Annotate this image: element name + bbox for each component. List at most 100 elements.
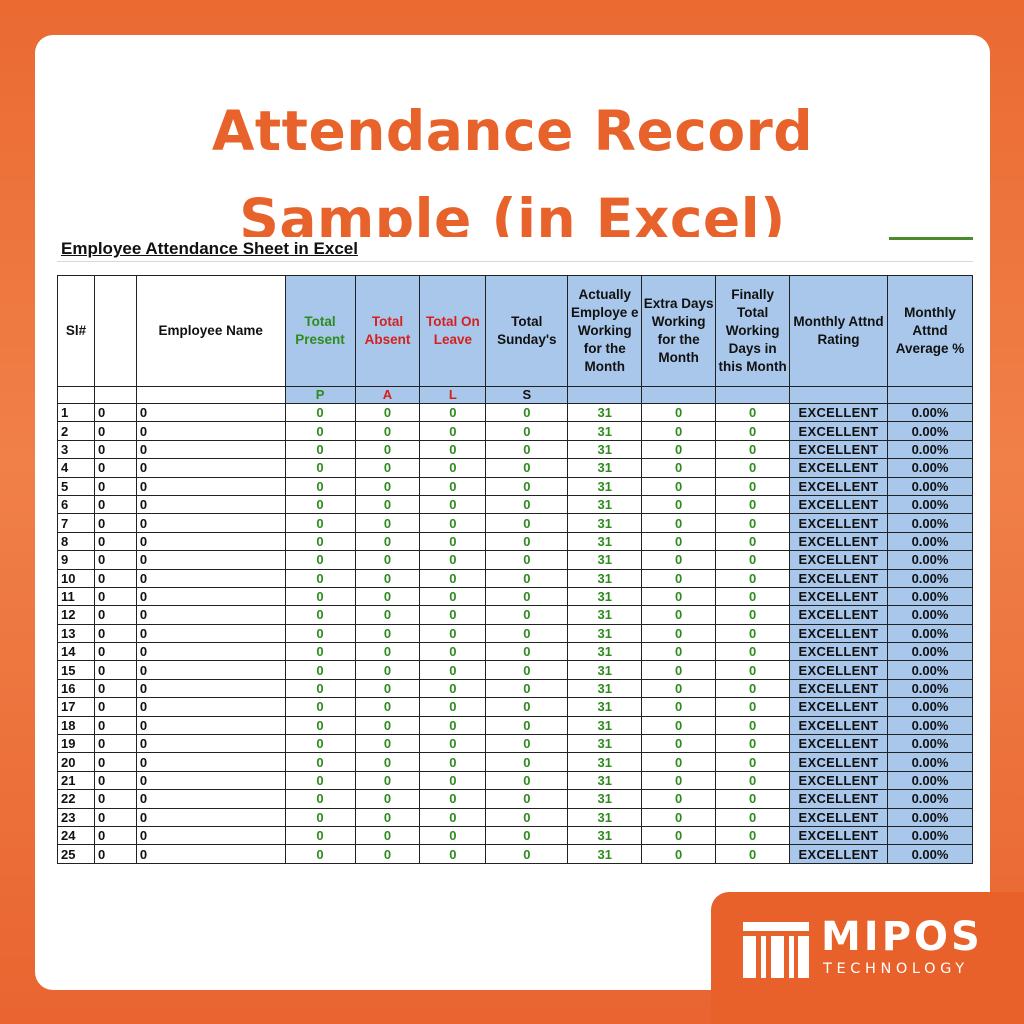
cell-working[interactable]: 31 — [567, 825, 643, 846]
cell-name[interactable]: 0 — [135, 605, 286, 625]
cell-leave[interactable]: 0 — [419, 752, 487, 772]
cell-rating[interactable]: EXCELLENT — [789, 770, 889, 791]
cell-sundays[interactable]: 0 — [485, 402, 569, 423]
cell-absent[interactable]: 0 — [354, 531, 421, 552]
cell-extra[interactable]: 0 — [641, 770, 717, 791]
cell-working[interactable]: 31 — [567, 586, 643, 607]
cell-name[interactable]: 0 — [135, 402, 286, 423]
cell-present[interactable]: 0 — [284, 734, 356, 754]
cell-sundays[interactable]: 0 — [485, 476, 569, 496]
cell-average[interactable]: 0.00% — [887, 825, 973, 846]
cell-leave[interactable]: 0 — [419, 421, 487, 441]
cell-leave[interactable]: 0 — [419, 734, 487, 754]
cell-extra[interactable]: 0 — [641, 752, 717, 772]
cell-average[interactable]: 0.00% — [887, 844, 973, 864]
cell-total[interactable]: 0 — [715, 550, 791, 570]
cell-rating[interactable]: EXCELLENT — [789, 825, 889, 846]
cell-sundays[interactable]: 0 — [485, 605, 569, 625]
cell-working[interactable]: 31 — [567, 715, 643, 736]
cell-absent[interactable]: 0 — [354, 642, 421, 662]
cell-sundays[interactable]: 0 — [485, 550, 569, 570]
cell-present[interactable]: 0 — [284, 568, 356, 588]
cell-present[interactable]: 0 — [284, 586, 356, 607]
cell-working[interactable]: 31 — [567, 844, 643, 864]
cell-extra[interactable]: 0 — [641, 697, 717, 717]
cell-total[interactable]: 0 — [715, 605, 791, 625]
cell-leave[interactable]: 0 — [419, 642, 487, 662]
cell-id[interactable]: 0 — [93, 586, 137, 607]
cell-extra[interactable]: 0 — [641, 439, 717, 460]
cell-name[interactable]: 0 — [135, 789, 286, 809]
cell-sl[interactable]: 13 — [57, 623, 95, 644]
cell-absent[interactable]: 0 — [354, 421, 421, 441]
cell-rating[interactable]: EXCELLENT — [789, 844, 889, 864]
cell-id[interactable]: 0 — [93, 660, 137, 680]
cell-total[interactable]: 0 — [715, 513, 791, 533]
cell-total[interactable]: 0 — [715, 568, 791, 588]
cell-working[interactable]: 31 — [567, 513, 643, 533]
cell-average[interactable]: 0.00% — [887, 623, 973, 644]
cell-working[interactable]: 31 — [567, 402, 643, 423]
cell-sl[interactable]: 6 — [57, 494, 95, 515]
cell-present[interactable]: 0 — [284, 789, 356, 809]
cell-extra[interactable]: 0 — [641, 844, 717, 864]
cell-rating[interactable]: EXCELLENT — [789, 660, 889, 680]
cell-working[interactable]: 31 — [567, 531, 643, 552]
cell-leave[interactable]: 0 — [419, 697, 487, 717]
cell-extra[interactable]: 0 — [641, 531, 717, 552]
cell-sundays[interactable]: 0 — [485, 844, 569, 864]
cell-sundays[interactable]: 0 — [485, 494, 569, 515]
cell-id[interactable]: 0 — [93, 789, 137, 809]
cell-average[interactable]: 0.00% — [887, 458, 973, 478]
cell-absent[interactable]: 0 — [354, 715, 421, 736]
cell-leave[interactable]: 0 — [419, 825, 487, 846]
cell-total[interactable]: 0 — [715, 531, 791, 552]
cell-extra[interactable]: 0 — [641, 807, 717, 827]
cell-extra[interactable]: 0 — [641, 678, 717, 699]
cell-leave[interactable]: 0 — [419, 770, 487, 791]
cell-absent[interactable]: 0 — [354, 513, 421, 533]
cell-rating[interactable]: EXCELLENT — [789, 752, 889, 772]
cell-id[interactable]: 0 — [93, 458, 137, 478]
cell-working[interactable]: 31 — [567, 458, 643, 478]
cell-extra[interactable]: 0 — [641, 660, 717, 680]
cell-present[interactable]: 0 — [284, 421, 356, 441]
cell-leave[interactable]: 0 — [419, 550, 487, 570]
cell-working[interactable]: 31 — [567, 752, 643, 772]
cell-present[interactable]: 0 — [284, 476, 356, 496]
cell-average[interactable]: 0.00% — [887, 402, 973, 423]
cell-total[interactable]: 0 — [715, 844, 791, 864]
cell-average[interactable]: 0.00% — [887, 660, 973, 680]
cell-id[interactable]: 0 — [93, 494, 137, 515]
cell-id[interactable]: 0 — [93, 421, 137, 441]
cell-sundays[interactable]: 0 — [485, 807, 569, 827]
cell-rating[interactable]: EXCELLENT — [789, 605, 889, 625]
cell-working[interactable]: 31 — [567, 568, 643, 588]
cell-id[interactable]: 0 — [93, 844, 137, 864]
cell-average[interactable]: 0.00% — [887, 568, 973, 588]
cell-extra[interactable]: 0 — [641, 605, 717, 625]
cell-absent[interactable]: 0 — [354, 402, 421, 423]
cell-name[interactable]: 0 — [135, 531, 286, 552]
cell-sl[interactable]: 12 — [57, 605, 95, 625]
cell-sl[interactable]: 25 — [57, 844, 95, 864]
cell-leave[interactable]: 0 — [419, 660, 487, 680]
cell-total[interactable]: 0 — [715, 623, 791, 644]
cell-total[interactable]: 0 — [715, 402, 791, 423]
cell-sl[interactable]: 10 — [57, 568, 95, 588]
cell-id[interactable]: 0 — [93, 623, 137, 644]
cell-leave[interactable]: 0 — [419, 531, 487, 552]
cell-extra[interactable]: 0 — [641, 458, 717, 478]
cell-absent[interactable]: 0 — [354, 825, 421, 846]
cell-sl[interactable]: 20 — [57, 752, 95, 772]
cell-name[interactable]: 0 — [135, 660, 286, 680]
cell-extra[interactable]: 0 — [641, 623, 717, 644]
cell-absent[interactable]: 0 — [354, 568, 421, 588]
cell-name[interactable]: 0 — [135, 421, 286, 441]
cell-id[interactable]: 0 — [93, 715, 137, 736]
cell-sundays[interactable]: 0 — [485, 586, 569, 607]
cell-name[interactable]: 0 — [135, 642, 286, 662]
cell-leave[interactable]: 0 — [419, 844, 487, 864]
cell-absent[interactable]: 0 — [354, 752, 421, 772]
cell-rating[interactable]: EXCELLENT — [789, 421, 889, 441]
